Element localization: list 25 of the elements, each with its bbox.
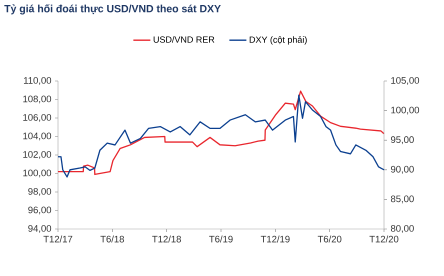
y2-tick-label: 90,00 xyxy=(390,166,414,174)
x-tick-label: T6/20 xyxy=(318,236,342,242)
y-tick-label: 108,00 xyxy=(23,96,52,104)
y-tick-label: 100,00 xyxy=(23,170,52,178)
y-tick-label: 98,00 xyxy=(28,188,52,196)
y-tick-label: 96,00 xyxy=(28,206,52,214)
y-tick-label: 106,00 xyxy=(23,114,52,122)
x-tick-label: T12/19 xyxy=(260,236,290,242)
legend-label: DXY (cột phải) xyxy=(250,36,307,45)
x-tick-label: T12/18 xyxy=(152,236,181,242)
y-tick-label: 102,00 xyxy=(23,151,52,159)
x-tick-label: T12/20 xyxy=(369,236,398,242)
y-tick-label: 94,00 xyxy=(28,225,52,233)
y-tick-label: 104,00 xyxy=(23,132,52,140)
y-tick-label: 110,00 xyxy=(24,77,52,85)
y2-tick-label: 80,00 xyxy=(390,225,414,233)
y2-tick-label: 100,00 xyxy=(391,106,420,115)
y2-tick-label: 85,00 xyxy=(390,195,414,204)
y2-tick-label: 95,00 xyxy=(390,136,414,144)
chart-title: Tỷ giá hối đoái thực USD/VND theo sát DXY xyxy=(4,4,221,14)
x-tick-label: T12/17 xyxy=(43,236,72,242)
legend-label: USD/VND RER xyxy=(154,36,214,43)
x-tick-label: T6/18 xyxy=(100,236,124,242)
x-tick-label: T6/19 xyxy=(209,236,233,242)
y2-tick-label: 105,00 xyxy=(391,77,420,85)
